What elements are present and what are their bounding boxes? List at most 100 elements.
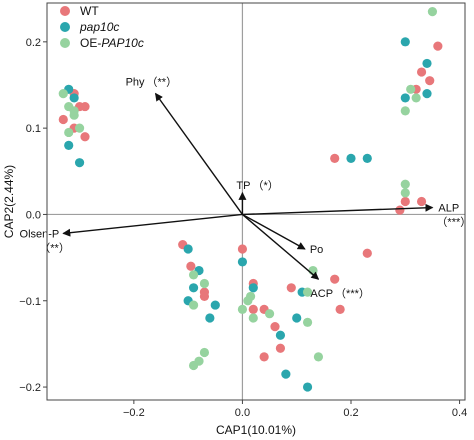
vector-label: Po (310, 244, 323, 256)
data-point (292, 313, 302, 323)
data-point (64, 127, 74, 138)
data-point (199, 278, 210, 289)
data-point (362, 153, 372, 163)
vector-label: Phy (126, 77, 145, 89)
legend-marker (60, 6, 70, 16)
data-point (313, 352, 324, 362)
y-axis-title: CAP2(2.44%) (2, 165, 16, 238)
data-point (400, 37, 410, 47)
x-tick-label: 0.0 (235, 407, 250, 419)
data-point (362, 248, 372, 258)
data-point (302, 287, 313, 297)
legend-label: WT (80, 4, 99, 18)
data-point (330, 153, 340, 163)
data-point (74, 123, 85, 133)
data-point (275, 343, 286, 353)
data-point (264, 309, 275, 319)
legend-label: pap10c (79, 20, 119, 34)
vector-arrow (242, 213, 306, 250)
vector-significance: （***） (335, 287, 370, 300)
vector-arrow (154, 92, 243, 215)
data-point (188, 270, 199, 280)
data-point (400, 196, 410, 207)
data-point (259, 352, 269, 362)
data-point (69, 106, 79, 116)
legend-marker (60, 22, 70, 32)
data-point (416, 67, 427, 77)
data-point (335, 304, 345, 314)
data-point (270, 322, 280, 332)
legend: WT pap10c OE-PAP10c (60, 4, 144, 50)
data-point (422, 89, 432, 99)
y-tick-label: 0.1 (26, 123, 41, 135)
vector-arrow (241, 213, 320, 280)
data-point (422, 58, 432, 69)
vector-significance: （**） (39, 241, 70, 254)
vector-arrow (62, 213, 243, 237)
data-point (237, 244, 248, 254)
data-point (183, 244, 193, 254)
data-point (411, 93, 421, 103)
vector-label: ACP (310, 288, 333, 300)
plot-frame (46, 2, 466, 401)
vector-label: ALP (438, 203, 459, 215)
data-point (433, 41, 443, 51)
x-axis-title: CAP1(10.01%) (216, 423, 296, 437)
data-point (302, 317, 313, 327)
vector-significance: （**） (147, 76, 178, 89)
data-point (186, 261, 196, 271)
data-point (425, 76, 435, 86)
data-point (248, 304, 258, 314)
data-point (400, 179, 410, 189)
data-point (74, 158, 85, 168)
axes: −0.2 0.0 0.2 0.4 −0.2 −0.1 0.0 0.1 0.2 (19, 37, 467, 419)
data-point (210, 300, 220, 310)
scatter-points (58, 7, 443, 392)
data-point (58, 89, 68, 99)
data-point (80, 101, 90, 112)
data-point (69, 93, 79, 103)
data-point (199, 347, 210, 358)
vector-arrow (242, 203, 434, 216)
data-point (275, 330, 286, 340)
data-point (427, 7, 438, 17)
vector-label: Olsen-P (20, 228, 60, 240)
data-point (248, 283, 258, 293)
data-point (188, 283, 199, 293)
data-point (237, 257, 248, 267)
y-tick-label: 0.2 (26, 37, 41, 49)
data-point (58, 114, 68, 125)
y-tick-label: 0.0 (26, 209, 41, 221)
x-tick-label: −0.2 (123, 407, 145, 419)
data-point (400, 106, 410, 116)
legend-marker (60, 38, 70, 48)
data-point (188, 360, 199, 371)
data-point (281, 369, 291, 379)
data-point (400, 93, 410, 103)
data-point (188, 300, 199, 310)
x-tick-label: 0.2 (343, 407, 358, 419)
data-point (199, 287, 210, 297)
legend-label: OE-PAP10c (80, 36, 144, 50)
data-point (400, 188, 410, 198)
data-point (346, 153, 356, 163)
data-point (248, 313, 258, 323)
data-point (205, 313, 215, 323)
y-tick-label: −0.2 (19, 382, 41, 394)
x-tick-label: 0.4 (452, 407, 467, 419)
data-point (64, 140, 74, 151)
y-tick-label: −0.1 (19, 296, 41, 308)
data-point (237, 304, 248, 314)
data-point (80, 132, 90, 142)
vector-label: TP (236, 180, 250, 192)
data-point (406, 84, 416, 94)
data-point (245, 291, 256, 302)
data-point (330, 274, 340, 284)
data-point (302, 382, 313, 392)
data-point (416, 196, 427, 207)
vector-significance: （*） (252, 179, 278, 192)
vector-significance: （***） (436, 216, 471, 229)
